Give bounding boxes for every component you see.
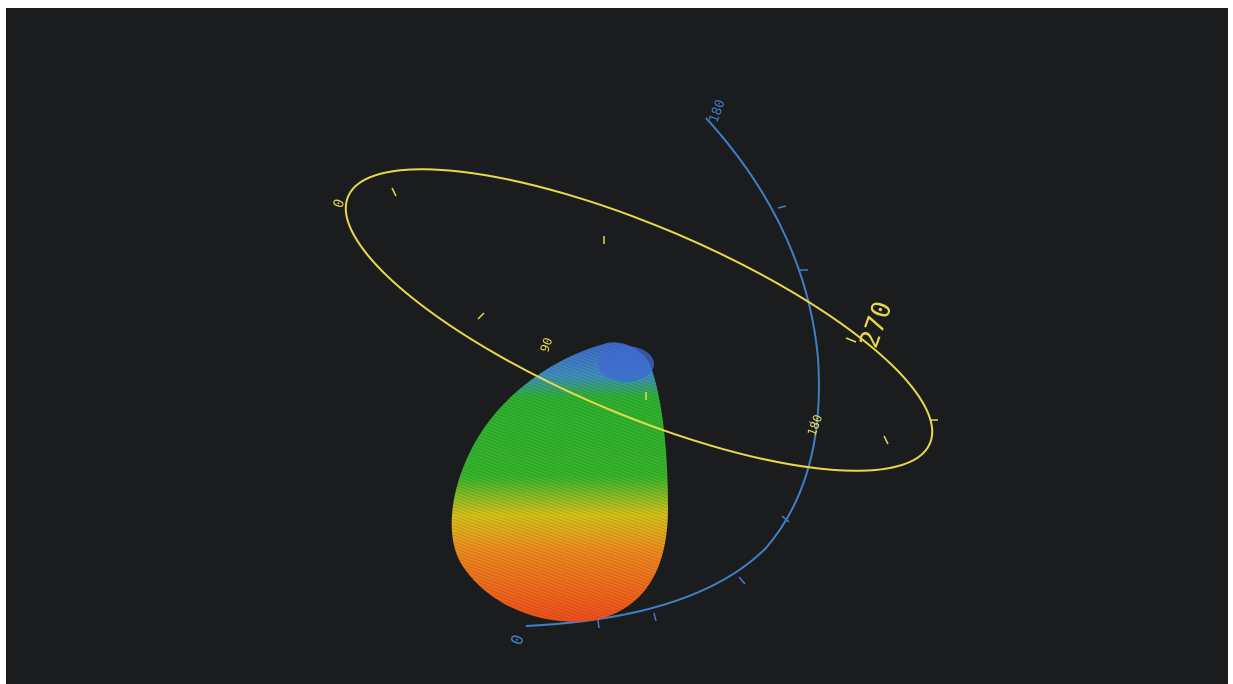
elevation-arc-ticks — [597, 205, 819, 629]
elevation-label-top: 180 — [707, 98, 729, 125]
elevation-arc — [525, 117, 820, 627]
elevation-label-bottom: 0 — [507, 632, 528, 648]
3d-view-canvas[interactable]: 0 90 180 270 180 0 — [6, 8, 1228, 684]
azimuth-label-270: 270 — [854, 298, 898, 352]
radiation-lobe — [451, 342, 668, 622]
azimuth-label-0: 0 — [330, 197, 348, 210]
azimuth-ring-ticks — [391, 187, 938, 445]
radiation-pattern-scene: 0 90 180 270 180 0 — [330, 98, 938, 648]
azimuth-ring — [344, 168, 934, 472]
azimuth-label-90: 90 — [537, 336, 555, 354]
azimuth-label-180: 180 — [805, 413, 826, 438]
